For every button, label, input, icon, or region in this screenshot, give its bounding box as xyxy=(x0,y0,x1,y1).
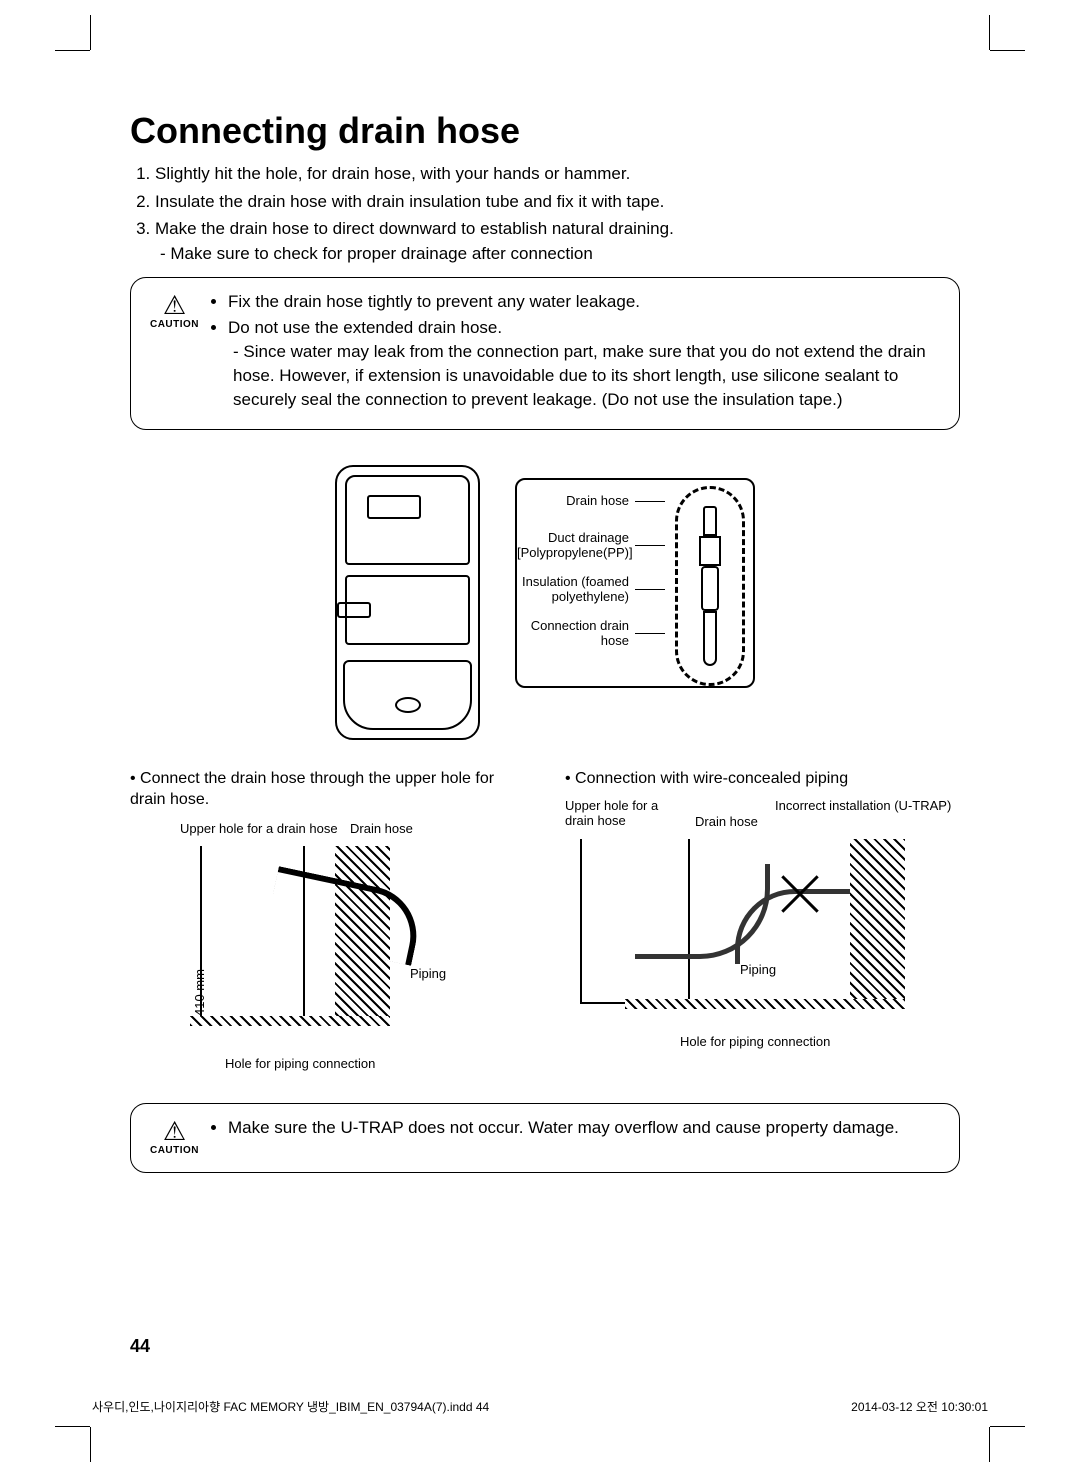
left-figure: Upper hole for a drain hose Drain hose 4… xyxy=(130,821,525,1081)
label-hole: Hole for piping connection xyxy=(225,1056,375,1071)
caution2-bullet1: Make sure the U-TRAP does not occur. Wat… xyxy=(228,1116,899,1140)
caution-icon: ⚠ CAUTION xyxy=(147,1116,202,1158)
caution-content: Fix the drain hose tightly to prevent an… xyxy=(212,290,943,415)
callout-connection: Connection drain hose xyxy=(517,619,635,649)
label-hole-r: Hole for piping connection xyxy=(680,1034,830,1049)
label-upper-hole: Upper hole for a drain hose xyxy=(180,821,338,836)
page-title: Connecting drain hose xyxy=(130,110,960,152)
caution1-bullet2-text: Do not use the extended drain hose. xyxy=(228,318,502,337)
left-heading: Connect the drain hose through the upper… xyxy=(130,768,525,811)
crop-mark xyxy=(989,1427,990,1462)
caution1-bullet2-sub: - Since water may leak from the connecti… xyxy=(233,340,943,411)
right-column: Connection with wire-concealed piping Up… xyxy=(565,768,960,1081)
dimension-410mm: 410 mm xyxy=(192,969,207,1016)
crop-mark xyxy=(989,15,990,50)
hose-assembly-art xyxy=(675,486,745,686)
callout-duct: Duct drainage [Polypropylene(PP)] xyxy=(517,531,635,561)
label-incorrect: Incorrect installation (U-TRAP) xyxy=(775,799,951,814)
label-drain-hose-r: Drain hose xyxy=(695,814,758,829)
crop-mark xyxy=(90,1427,91,1462)
label-drain-hose: Drain hose xyxy=(350,821,413,836)
callout-insulation: Insulation (foamed polyethylene) xyxy=(517,575,635,605)
x-mark-icon xyxy=(775,869,825,919)
step-3-text: Make the drain hose to direct downward t… xyxy=(155,219,674,238)
step-1: Slightly hit the hole, for drain hose, w… xyxy=(155,162,960,187)
crop-mark xyxy=(55,50,90,51)
crop-mark xyxy=(990,50,1025,51)
right-heading: Connection with wire-concealed piping xyxy=(565,768,960,790)
caution1-bullet2: Do not use the extended drain hose. - Si… xyxy=(228,316,943,411)
crop-mark xyxy=(55,1426,90,1427)
main-diagram: Drain hose Duct drainage [Polypropylene(… xyxy=(285,458,805,748)
instruction-list: Slightly hit the hole, for drain hose, w… xyxy=(130,162,960,267)
page-content: Connecting drain hose Slightly hit the h… xyxy=(130,110,960,1173)
job-file: 사우디,인도,나이지리아향 FAC MEMORY 냉방_IBIM_EN_0379… xyxy=(92,1398,489,1415)
two-column-figures: Connect the drain hose through the upper… xyxy=(130,768,960,1081)
crop-mark xyxy=(90,15,91,50)
label-piping: Piping xyxy=(410,966,446,981)
warning-triangle-icon: ⚠ xyxy=(147,1118,202,1144)
callout-box: Drain hose Duct drainage [Polypropylene(… xyxy=(515,478,755,688)
page-number: 44 xyxy=(130,1336,150,1357)
caution-box-2: ⚠ CAUTION Make sure the U-TRAP does not … xyxy=(130,1103,960,1173)
caution1-bullet1: Fix the drain hose tightly to prevent an… xyxy=(228,290,943,314)
label-piping-r: Piping xyxy=(740,962,776,977)
unit-illustration xyxy=(335,465,480,740)
caution-icon: ⚠ CAUTION xyxy=(147,290,202,415)
crop-mark xyxy=(990,1426,1025,1427)
caution-label: CAUTION xyxy=(147,318,202,332)
step-3: Make the drain hose to direct downward t… xyxy=(155,217,960,266)
right-figure: Upper hole for a drain hose Drain hose I… xyxy=(565,799,960,1059)
step-3-sub: - Make sure to check for proper drainage… xyxy=(160,242,960,267)
step-2: Insulate the drain hose with drain insul… xyxy=(155,190,960,215)
label-upper-hole-r: Upper hole for a drain hose xyxy=(565,799,675,829)
left-column: Connect the drain hose through the upper… xyxy=(130,768,525,1081)
caution2-content: Make sure the U-TRAP does not occur. Wat… xyxy=(212,1116,899,1158)
caution-label: CAUTION xyxy=(147,1144,202,1158)
warning-triangle-icon: ⚠ xyxy=(147,292,202,318)
print-job-line: 사우디,인도,나이지리아향 FAC MEMORY 냉방_IBIM_EN_0379… xyxy=(0,1398,1080,1415)
job-timestamp: 2014-03-12 오전 10:30:01 xyxy=(851,1398,988,1415)
callout-drain-hose: Drain hose xyxy=(517,494,635,509)
caution-box-1: ⚠ CAUTION Fix the drain hose tightly to … xyxy=(130,277,960,430)
